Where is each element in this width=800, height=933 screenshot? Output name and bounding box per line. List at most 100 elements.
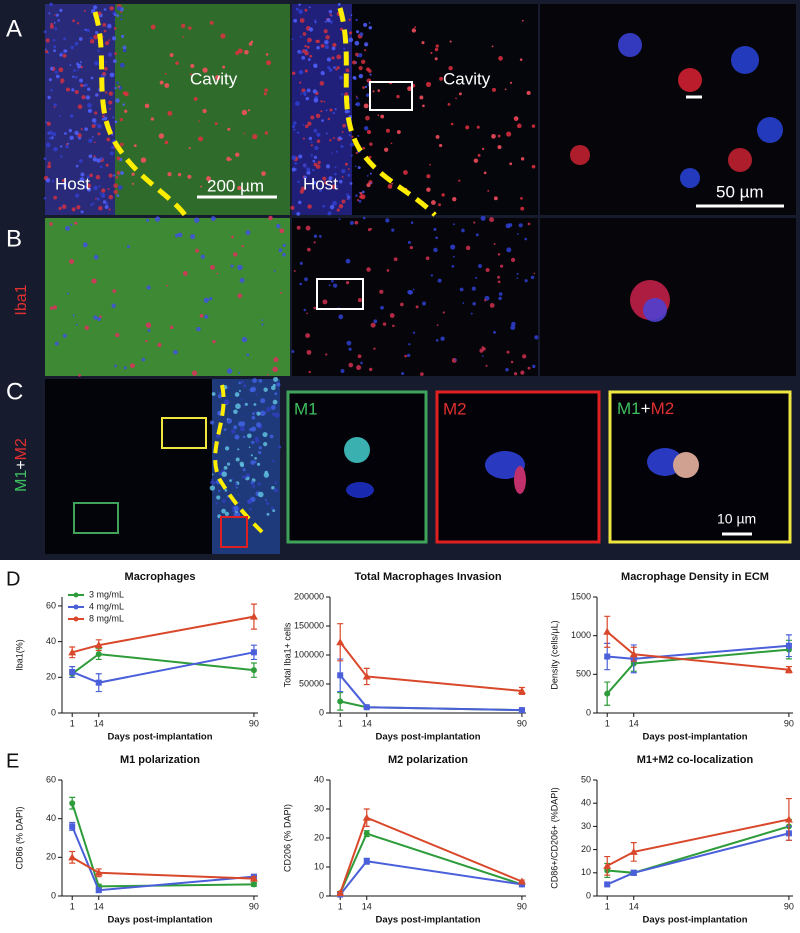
y-tick-label: 40 [46, 813, 56, 823]
cell [76, 135, 79, 138]
cell [51, 180, 55, 183]
x-tick-label: 90 [249, 718, 259, 728]
cell [436, 324, 439, 327]
cell [188, 147, 191, 150]
x-tick-label: 90 [517, 901, 527, 911]
cell [303, 175, 307, 180]
marker [603, 861, 612, 869]
cell [119, 62, 125, 68]
cell [458, 92, 462, 96]
cell [175, 61, 179, 65]
chart-title: Macrophage Density in ECM [621, 571, 769, 583]
cell [221, 471, 227, 477]
cell [334, 108, 337, 111]
cell [461, 228, 465, 233]
cell [299, 261, 303, 265]
cell [55, 13, 59, 17]
cell [324, 181, 328, 185]
marker [336, 889, 345, 897]
cell [98, 205, 103, 211]
cell [264, 88, 268, 92]
cell [269, 434, 274, 439]
cell [111, 36, 117, 41]
marker [95, 651, 102, 658]
cell [233, 252, 238, 257]
cell [455, 97, 457, 100]
cell [238, 389, 242, 392]
cell [233, 425, 238, 430]
cell [331, 152, 333, 155]
cell [206, 176, 211, 182]
cell [355, 194, 358, 197]
cell [124, 91, 129, 97]
cell [304, 44, 307, 48]
cell [324, 45, 329, 50]
cell [266, 406, 271, 412]
cell [88, 154, 93, 159]
cell [293, 121, 297, 125]
cell [678, 68, 702, 92]
cell [506, 131, 512, 137]
cell [233, 505, 239, 511]
cell [223, 399, 230, 405]
marker [68, 853, 77, 861]
cell [80, 65, 83, 69]
cell [435, 339, 439, 342]
cell [104, 205, 109, 209]
cell [87, 103, 92, 108]
cell [326, 18, 331, 23]
cell [350, 154, 353, 157]
cell [380, 114, 385, 119]
x-axis-label: Days post-implantation [375, 732, 480, 743]
zoom-box [316, 278, 364, 310]
cell [131, 182, 135, 185]
cell [272, 509, 276, 513]
cell [254, 436, 259, 441]
cell [255, 422, 262, 428]
cell [93, 34, 98, 40]
cell [130, 363, 135, 369]
cell [92, 157, 98, 162]
cell [313, 234, 318, 238]
legend-label: 4 mg/mL [89, 601, 124, 611]
cell [244, 49, 249, 55]
cell [124, 109, 128, 113]
cell [363, 126, 369, 131]
cell [108, 91, 114, 96]
cell [231, 477, 234, 480]
inset-label: M2 [443, 399, 467, 418]
cell [498, 296, 502, 301]
cell [47, 164, 52, 169]
cell [80, 172, 85, 177]
cell [294, 161, 298, 165]
cell [241, 109, 248, 116]
cell [482, 355, 484, 357]
cell [102, 23, 107, 27]
cell [296, 211, 301, 216]
cell [93, 254, 99, 260]
x-tick-label: 1 [605, 718, 610, 728]
marker [518, 707, 525, 714]
cell [60, 204, 63, 207]
chart-title: Macrophages [125, 571, 196, 583]
cell [133, 144, 137, 148]
cell [267, 373, 269, 376]
cell [448, 65, 453, 71]
cell [370, 322, 376, 328]
cell [119, 117, 124, 122]
cell [318, 189, 322, 193]
cell [338, 314, 344, 320]
cell [68, 128, 73, 133]
cell [383, 147, 389, 152]
cell [181, 23, 186, 28]
cell [115, 98, 120, 103]
marker [69, 668, 76, 675]
cell [360, 361, 363, 365]
zoom-box [161, 417, 207, 449]
cell [368, 25, 373, 30]
cell [54, 70, 58, 74]
cell [312, 168, 315, 172]
cell [81, 95, 86, 100]
cell [389, 313, 395, 318]
y-tick-label: 0 [51, 890, 56, 900]
